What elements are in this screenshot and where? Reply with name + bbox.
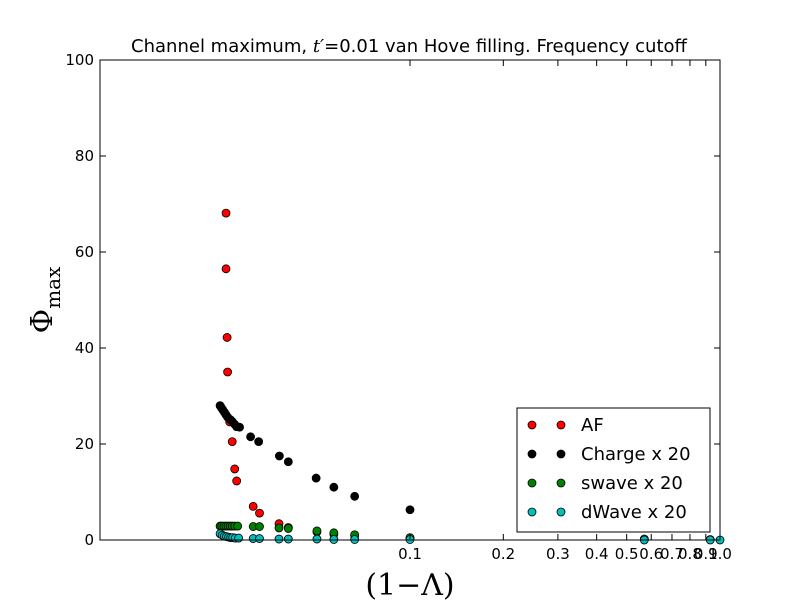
x-tick-label: 0.5 [615,545,639,563]
legend-marker [556,507,566,517]
legend: AF Charge x 20 swave x 20 dWave x 20 [516,407,711,533]
legend-label: dWave x 20 [581,502,687,523]
series-2 [215,521,715,544]
legend-box [516,407,711,533]
x-tick-label: 0.3 [546,545,570,563]
data-point [255,534,264,543]
data-point [233,521,243,531]
data-point [230,464,240,474]
x-tick-label: 0.7 [660,545,684,563]
data-point [311,473,321,483]
data-point [221,264,231,274]
legend-entry: Charge x 20 [527,444,691,465]
series-1 [215,401,415,515]
data-point [350,491,360,501]
x-tick-label: 0.4 [585,545,609,563]
legend-marker [556,449,566,459]
axis-ticks: 0 20 40 60 80 100 0.1 0.2 0.3 0.4 0.5 0.60.70.80.91… [65,51,732,563]
data-point [221,208,231,218]
x-tick-label: 0.2 [491,545,515,563]
y-axis-label-main: Φ [25,309,60,334]
x-tick-label: 0.9 [694,545,718,563]
x-tick-label: 0.6 [639,545,663,563]
legend-marker [527,420,537,430]
x-tick-label: 0.8 [678,545,702,563]
legend-marker [527,478,537,488]
data-point [246,432,255,442]
data-point [283,524,293,533]
legend-label: Charge x 20 [581,444,691,465]
legend-label: AF [581,415,604,436]
y-tick-label: 40 [75,339,94,357]
data-point [235,422,244,432]
legend-label: swave x 20 [581,473,683,494]
data-point [312,534,322,544]
data-point [223,367,233,377]
data-point [312,526,322,536]
data-point [232,476,242,486]
data-point [255,522,264,531]
data-point [255,508,264,518]
data-point [329,482,339,492]
chart-title-math: t′ [313,36,324,57]
y-tick-label: 20 [75,435,94,453]
data-point [283,457,293,467]
data-point [234,533,244,543]
y-tick-label: 0 [84,531,94,549]
data-point [254,437,264,447]
data-point [283,534,293,544]
data-point [227,437,237,447]
data-point [274,534,284,544]
data-point [405,505,415,515]
data-point [248,501,258,511]
chart-title-prefix: Channel maximum, [131,36,313,57]
legend-entry: AF [527,415,604,436]
y-tick-label: 100 [65,51,94,69]
data-point [274,523,284,533]
y-tick-label: 60 [75,243,94,261]
chart-title: Channel maximum, t′=0.01 van Hove fillin… [131,36,687,57]
y-tick-label: 80 [75,147,94,165]
data-point [222,333,232,342]
legend-marker [556,478,566,488]
legend-marker [527,507,537,517]
x-tick-label: 1.0 [708,545,732,563]
chart-title-suffix: =0.01 van Hove filling. Frequency cutoff [324,36,687,57]
x-axis-label: (1−Λ) [365,568,454,600]
legend-entry: dWave x 20 [527,502,687,523]
legend-marker [527,449,537,459]
series-0 [221,208,415,543]
y-axis-label-sub: max [41,266,65,309]
legend-marker [556,420,566,430]
x-tick-label: 0.1 [398,545,422,563]
legend-entry: swave x 20 [527,473,683,494]
plot-area [215,208,725,545]
data-point [274,451,284,461]
y-axis-label: Φmax [25,266,65,333]
